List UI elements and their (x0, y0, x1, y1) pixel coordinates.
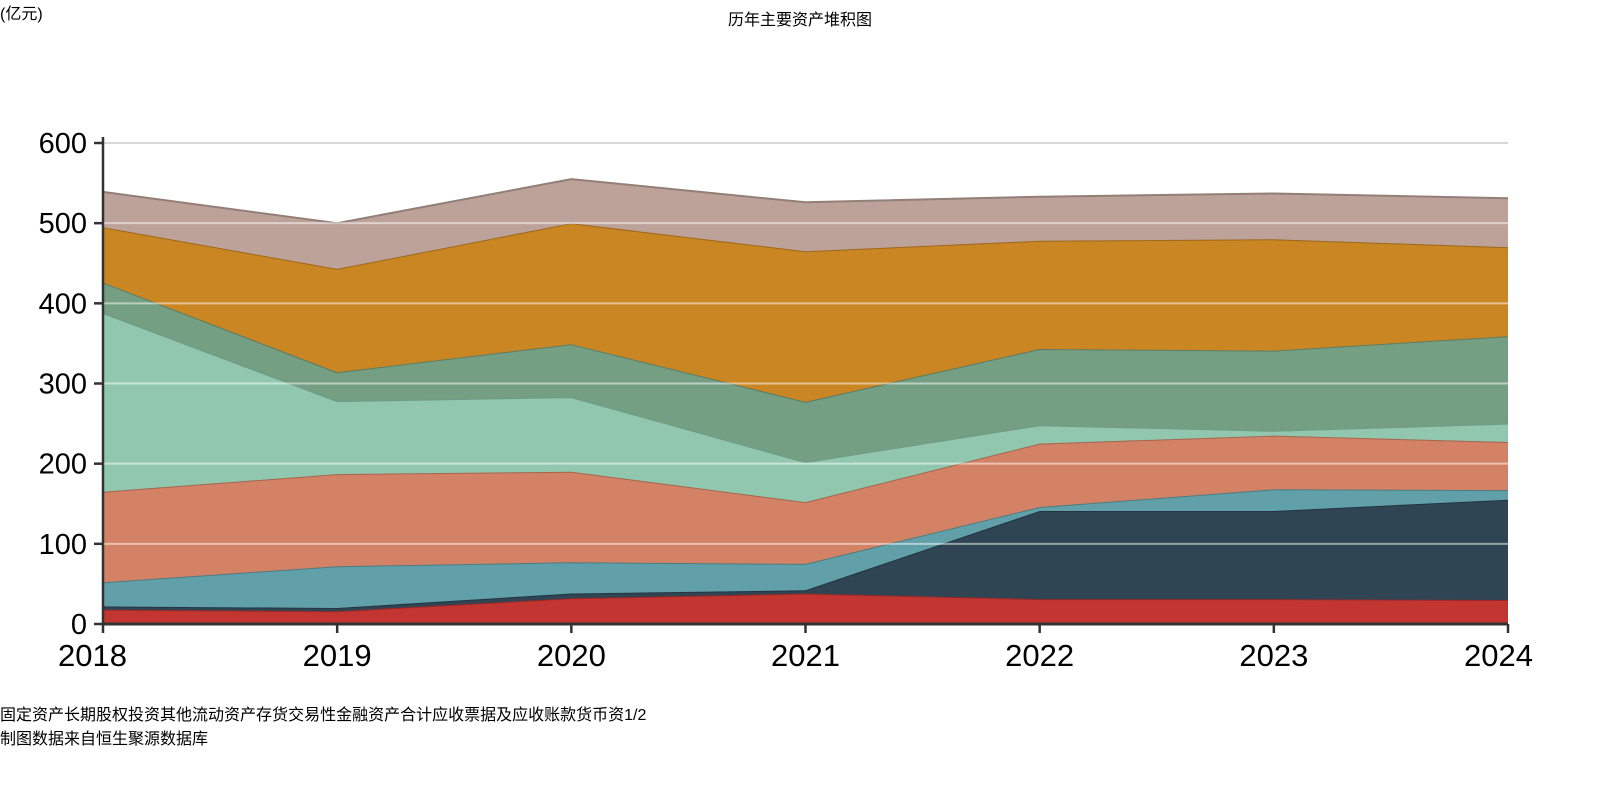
series-area-2 (103, 489, 1508, 608)
legend-item-货币资[interactable]: 货币资 (576, 707, 624, 724)
y-tick-label-600: 600 (39, 128, 87, 160)
legend-item-存货[interactable]: 存货 (256, 707, 288, 724)
legend-item-长期股权投资[interactable]: 长期股权投资 (64, 707, 160, 724)
y-tick-label-300: 300 (39, 369, 87, 401)
y-tick-label-100: 100 (39, 529, 87, 561)
chart-title: 历年主要资产堆积图 (727, 12, 872, 29)
legend-item-label: 应收票据及应收账款 (432, 707, 577, 724)
series-area-3 (103, 435, 1508, 583)
y-tick-label-200: 200 (39, 449, 87, 481)
legend-item-label: 交易性金融资产合计 (288, 707, 433, 724)
series-area-6 (103, 223, 1508, 402)
legend-item-label: 存货 (256, 707, 289, 724)
legend-item-应收票据及应收账款[interactable]: 应收票据及应收账款 (432, 707, 576, 724)
y-tick-label-500: 500 (39, 208, 87, 240)
x-tick-label-2021: 2021 (771, 638, 840, 673)
legend-item-label: 其他流动资产 (160, 707, 257, 724)
series-area-5 (103, 282, 1508, 463)
legend-item-固定资产[interactable]: 固定资产 (0, 707, 64, 724)
legend-item-label: 货币资 (576, 707, 625, 724)
legend-item-其他流动资产[interactable]: 其他流动资产 (160, 707, 256, 724)
x-tick-label-2022: 2022 (1005, 638, 1074, 673)
y-tick-label-0: 0 (71, 609, 87, 641)
series-area-1 (103, 499, 1508, 612)
x-tick-label-2020: 2020 (537, 638, 606, 673)
legend-page-indicator: 1/2 (624, 707, 647, 724)
y-axis-unit-label: (亿元) (0, 6, 43, 23)
legend-item-label: 长期股权投资 (64, 707, 161, 724)
x-tick-label-2018: 2018 (58, 638, 127, 673)
data-source-note: 制图数据来自恒生聚源数据库 (0, 731, 209, 748)
x-tick-label-2024: 2024 (1464, 638, 1533, 673)
legend-pager: 1/2 (624, 707, 646, 724)
stacked-area-chart-canvas[interactable]: 0 100 200 300 400 500 600 2018 2019 2020 2021 2022 2… (0, 24, 1600, 696)
legend-bar: 固定资产长期股权投资其他流动资产存货交易性金融资产合计应收票据及应收账款货币资1… (0, 701, 1600, 725)
series-area-0 (103, 593, 1508, 624)
y-tick-label-400: 400 (39, 288, 87, 320)
x-tick-label-2023: 2023 (1239, 638, 1308, 673)
legend-item-交易性金融资产合计[interactable]: 交易性金融资产合计 (288, 707, 432, 724)
x-tick-label-2019: 2019 (303, 638, 372, 673)
legend-item-label: 固定资产 (0, 707, 65, 724)
series-area-4 (103, 313, 1508, 503)
